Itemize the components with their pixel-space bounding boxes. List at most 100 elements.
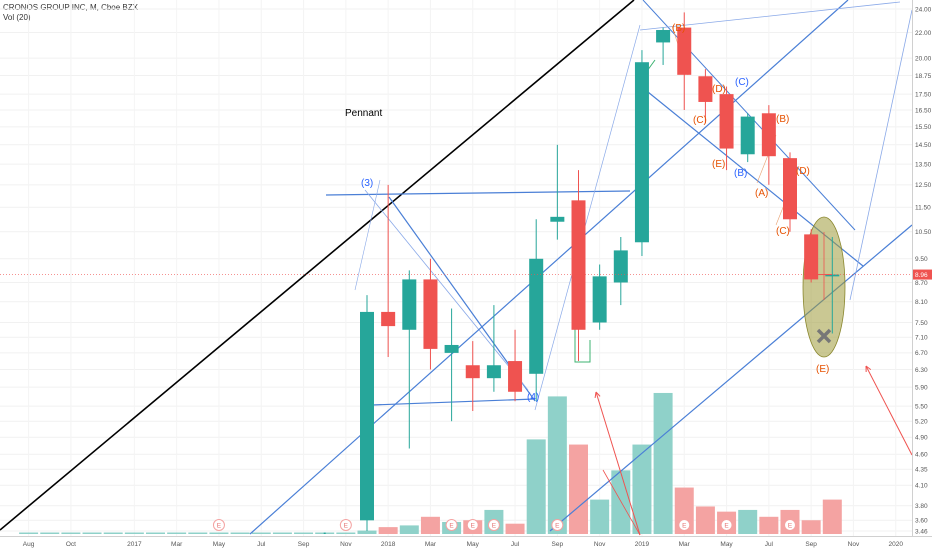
earnings-marker-label: E <box>724 522 729 529</box>
volume-bar <box>653 392 673 534</box>
wave-label: (C) <box>693 115 707 126</box>
volume-bar <box>632 444 652 534</box>
big-trendline <box>0 0 635 531</box>
volume-bar <box>526 439 546 534</box>
candle-body <box>381 311 396 327</box>
volume-bar <box>336 532 356 534</box>
wick-hook <box>574 310 591 363</box>
volume-bar <box>695 506 715 534</box>
candle-body <box>698 76 713 102</box>
candle-body <box>402 279 417 330</box>
earnings-marker-label: E <box>788 522 793 529</box>
earnings-marker-label: E <box>492 522 497 529</box>
earnings-marker <box>784 519 796 531</box>
volume-bar <box>420 516 440 534</box>
volume-bar <box>167 532 187 534</box>
volume-bar <box>801 520 821 534</box>
volume-bar <box>19 532 39 534</box>
wave-label: (E) <box>712 159 725 170</box>
volume-bar <box>251 532 271 534</box>
time-tick-label: 2018 <box>381 541 396 548</box>
price-tick-label: 3.60 <box>915 518 928 525</box>
volume-bar <box>590 499 610 534</box>
volume-bar <box>738 509 758 534</box>
volume-bar <box>230 532 250 534</box>
wave-label: (3) <box>361 178 373 189</box>
earnings-marker-label: E <box>555 522 560 529</box>
volume-bar <box>272 532 292 534</box>
volume-bar <box>323 532 326 534</box>
price-tick-label: 11.50 <box>915 205 931 212</box>
time-tick-label: Mar <box>171 541 183 548</box>
candle-body <box>656 30 671 43</box>
time-tick-label: Jul <box>765 541 774 548</box>
price-tick-label: 7.10 <box>915 335 928 342</box>
candle-body <box>571 200 586 330</box>
price-tick-label: 24.00 <box>915 6 932 13</box>
time-tick-label: Jul <box>511 541 520 548</box>
wave-connector <box>364 189 529 391</box>
price-tick-label: 5.20 <box>915 419 928 426</box>
wave-label: (A) <box>755 188 768 199</box>
candle-body <box>634 62 649 243</box>
time-tick-label: Sep <box>298 541 310 548</box>
price-tick-label: 14.50 <box>915 142 932 149</box>
volume-bar <box>759 516 779 534</box>
red-line <box>602 469 641 536</box>
candle-body <box>825 274 840 277</box>
channel-lower-line <box>549 224 913 532</box>
price-tick-label: 4.60 <box>915 452 928 459</box>
thin-blue-line <box>534 24 641 411</box>
volume-bar <box>822 499 842 534</box>
earnings-marker-label: E <box>471 522 476 529</box>
time-tick-label: Nov <box>848 541 860 548</box>
wave-label: (4) <box>527 392 539 403</box>
earnings-marker-label: E <box>682 522 687 529</box>
candle-body <box>423 279 438 349</box>
time-axis[interactable]: Aug Oct 2017 Mar May Jul Sep Nov 2018 Mar May Jul Se… <box>0 536 932 549</box>
price-tick-label: 15.50 <box>915 124 932 131</box>
price-tick-label: 3.80 <box>915 503 928 510</box>
price-tick-label: 8.70 <box>915 280 928 287</box>
candle-body <box>677 27 692 75</box>
drawing-layer <box>0 0 913 536</box>
time-tick-label: 2019 <box>635 541 650 548</box>
volume-bar <box>124 532 144 534</box>
price-tick-label: 4.90 <box>915 435 928 442</box>
pennant-label: Pennant <box>345 108 382 119</box>
time-tick-label: Oct <box>66 541 76 548</box>
red-arrow-head <box>865 365 872 373</box>
price-tick-label: 13.50 <box>915 161 932 168</box>
price-tick-label: 6.30 <box>915 367 928 374</box>
wave-label: (C) <box>776 226 790 237</box>
price-tick-label: 17.50 <box>915 91 932 98</box>
time-tick-label: Nov <box>340 541 352 548</box>
price-tick-label: 5.50 <box>915 403 928 410</box>
candle-body <box>783 158 797 220</box>
pennant-top-line <box>325 190 631 196</box>
price-tick-label: 7.50 <box>915 320 928 327</box>
volume-bar <box>611 470 631 534</box>
volume-bar <box>505 523 525 534</box>
last-price-tag <box>913 269 932 280</box>
time-tick-label: May <box>467 541 480 548</box>
volume-bar <box>188 532 208 534</box>
price-tick-label: 18.75 <box>915 73 932 80</box>
candle-body <box>444 344 459 353</box>
thin-blue-line <box>354 179 381 291</box>
earnings-marker <box>466 519 479 531</box>
channel-upper-line <box>249 0 849 535</box>
candle-body <box>719 94 734 149</box>
time-tick-label: Mar <box>425 541 437 548</box>
candle-body <box>465 365 480 379</box>
wave-label: (D) <box>796 166 810 177</box>
earnings-marker <box>720 519 733 531</box>
price-tick-label: 5.90 <box>915 384 928 391</box>
wave-label: (D) <box>712 84 726 95</box>
price-tick-label: 16.50 <box>915 107 932 114</box>
time-tick-label: Sep <box>552 541 564 548</box>
volume-bar <box>294 532 314 534</box>
time-tick-label: 2017 <box>127 541 142 548</box>
